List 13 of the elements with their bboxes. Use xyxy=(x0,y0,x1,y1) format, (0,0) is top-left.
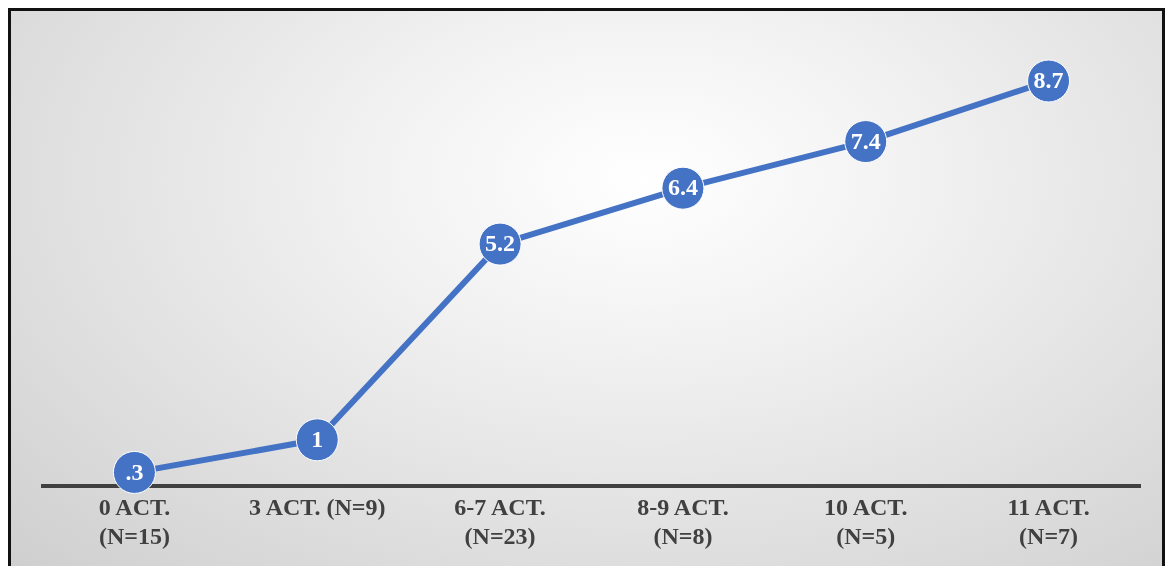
x-tick-label: 11 ACT. (N=7) xyxy=(1007,494,1090,549)
x-tick-label: 8-9 ACT. (N=8) xyxy=(637,494,729,549)
data-label: 8.7 xyxy=(1033,67,1064,94)
x-tick-label: 6-7 ACT. (N=23) xyxy=(454,494,546,549)
x-tick-label: 0 ACT. (N=15) xyxy=(98,494,171,549)
point xyxy=(295,418,339,462)
data-label: 1 xyxy=(311,426,324,453)
x-tick-label: 10 ACT. (N=5) xyxy=(823,494,908,549)
data-label: 5.2 xyxy=(485,230,516,257)
data-label: .3 xyxy=(125,458,144,485)
data-label: 6.4 xyxy=(667,174,698,201)
x-tick-label: 3 ACT. (N=9) xyxy=(248,494,386,520)
data-label: 7.4 xyxy=(850,127,881,154)
